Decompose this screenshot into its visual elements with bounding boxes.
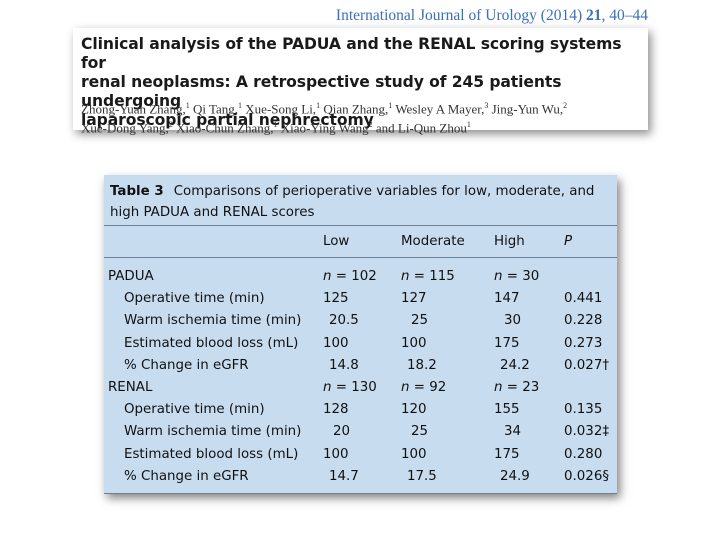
value-cell: 0.228: [564, 313, 603, 329]
author-affiliation: 1: [466, 119, 471, 129]
table-caption: Table 3 Comparisons of perioperative vari…: [110, 181, 615, 223]
sample-size-cell: n = 23: [494, 380, 540, 395]
value-cell: 24.2: [500, 357, 530, 373]
authors-line: Zhong-Yuan Zhang,1 Qi Tang,1 Xue-Song Li…: [81, 98, 641, 117]
section-label: RENAL: [108, 380, 153, 395]
journal-year: (2014): [540, 7, 583, 24]
value-cell: 175: [494, 335, 520, 351]
author-name: Wesley A Mayer,: [395, 101, 485, 117]
table-label: Table 3: [110, 184, 164, 199]
value-cell: 127: [401, 291, 427, 307]
article-title-line: laparoscopic partial nephrectomy: [81, 111, 374, 129]
table-rule-bottom: [104, 493, 617, 494]
value-cell: 0.441: [564, 291, 603, 307]
value-cell: 20.5: [329, 313, 359, 329]
author-affiliation: 1: [273, 119, 278, 129]
article-title: Clinical analysis of the PADUA and the R…: [81, 35, 646, 130]
row-label: Estimated blood loss (mL): [124, 446, 299, 462]
sample-size-cell: n = 30: [494, 269, 540, 284]
table-rule-top: [104, 225, 617, 226]
value-cell: 25: [411, 313, 429, 329]
author-name: Qian Zhang,: [323, 101, 389, 117]
author-name: Xue-Dong Yang,: [81, 120, 169, 136]
sample-size-cell: n = 102: [323, 269, 377, 284]
row-label: Estimated blood loss (mL): [124, 335, 299, 351]
section-label: PADUA: [108, 269, 154, 284]
value-cell: 128: [323, 402, 349, 418]
value-cell: 100: [401, 335, 427, 351]
row-label: Operative time (min): [124, 402, 265, 418]
value-cell: 125: [323, 291, 349, 307]
article-authors: Zhong-Yuan Zhang,1 Qi Tang,1 Xue-Song Li…: [81, 98, 641, 136]
author-affiliation: 3: [484, 101, 489, 110]
header-cell: Low: [323, 234, 350, 249]
value-cell: 24.9: [500, 468, 530, 484]
author-affiliation: 1: [185, 101, 190, 110]
authors-line: Xue-Dong Yang,2 Xiao-Chun Zhang,1 Xiao-Y…: [81, 117, 641, 136]
author-affiliation: 1: [316, 101, 321, 110]
value-cell: 0.280: [564, 446, 603, 462]
sample-size-cell: n = 130: [323, 380, 377, 395]
value-cell: 100: [323, 335, 349, 351]
value-cell: 18.2: [407, 357, 437, 373]
article-title-line: Clinical analysis of the PADUA and the R…: [81, 35, 622, 72]
value-cell: 100: [401, 446, 427, 462]
sample-size-cell: n = 115: [401, 269, 455, 284]
author-affiliation: 2: [368, 119, 373, 129]
value-cell: 0.135: [564, 402, 603, 418]
row-label: Operative time (min): [124, 291, 265, 307]
author-name: Jing-Yun Wu,: [491, 101, 564, 117]
table-caption-text: Comparisons of perioperative variables f…: [110, 184, 595, 220]
article-title-line: renal neoplasms: A retrospective study o…: [81, 73, 562, 110]
value-cell: 34: [504, 424, 522, 440]
author-name: Xue-Song Li,: [245, 101, 317, 117]
value-cell: 0.027†: [564, 357, 610, 373]
value-cell: 147: [494, 291, 520, 307]
value-cell: 120: [401, 402, 427, 418]
value-cell: 14.7: [329, 468, 359, 484]
author-name: and Li-Qun Zhou: [375, 120, 467, 136]
header-p: P: [564, 234, 573, 249]
value-cell: 0.032‡: [564, 424, 610, 440]
value-cell: 14.8: [329, 357, 359, 373]
author-name: Xiao-Ying Wang: [280, 120, 369, 136]
author-affiliation: 1: [388, 101, 393, 110]
author-affiliation: 1: [238, 101, 243, 110]
value-cell: 0.026§: [564, 468, 610, 484]
journal-reference: International Journal of Urology (2014) …: [80, 7, 648, 25]
author-affiliation: 2: [563, 101, 568, 110]
value-cell: 0.273: [564, 335, 603, 351]
value-cell: 100: [323, 446, 349, 462]
value-cell: 175: [494, 446, 520, 462]
article-header-card: Clinical analysis of the PADUA and the R…: [73, 28, 648, 135]
table-rule-header: [104, 257, 617, 258]
value-cell: 20: [333, 424, 351, 440]
sample-size-cell: n = 92: [401, 380, 447, 395]
header-cell: Moderate: [401, 234, 465, 249]
row-label: Warm ischemia time (min): [124, 424, 302, 440]
author-name: Zhong-Yuan Zhang,: [81, 101, 186, 117]
row-label: % Change in eGFR: [124, 357, 249, 373]
row-label: Warm ischemia time (min): [124, 313, 302, 329]
journal-name: International Journal of Urology: [335, 7, 537, 24]
value-cell: 155: [494, 402, 520, 418]
value-cell: 17.5: [407, 468, 437, 484]
results-table: Table 3 Comparisons of perioperative vari…: [104, 175, 617, 494]
value-cell: 30: [504, 313, 522, 329]
value-cell: 25: [411, 424, 429, 440]
journal-volume: 21: [586, 7, 602, 24]
journal-pages: , 40–44: [601, 7, 649, 24]
author-name: Xiao-Chun Zhang,: [176, 120, 274, 136]
header-cell: High: [494, 234, 525, 249]
author-affiliation: 2: [168, 119, 173, 129]
row-label: % Change in eGFR: [124, 468, 249, 484]
author-name: Qi Tang,: [192, 101, 239, 117]
